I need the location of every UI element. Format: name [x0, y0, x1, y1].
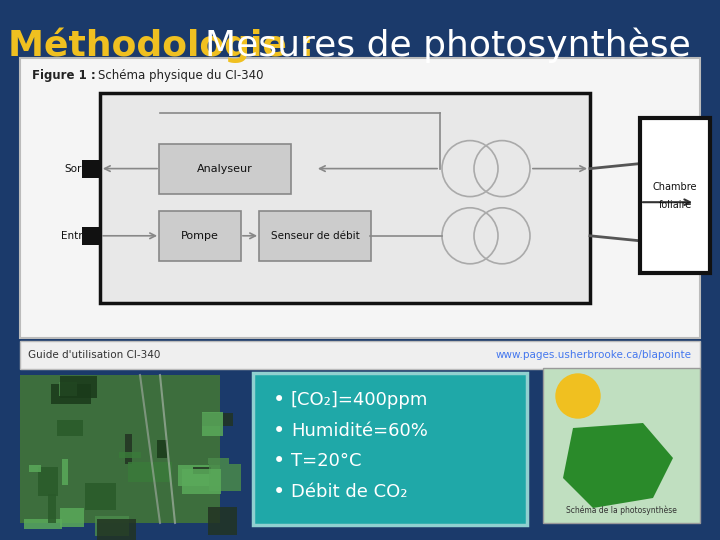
Text: Pompe: Pompe — [181, 231, 219, 241]
Bar — [202, 413, 233, 426]
Text: T=20°C: T=20°C — [291, 453, 361, 470]
Text: Chambre: Chambre — [653, 183, 697, 192]
Text: Guide d'utilisation CI-340: Guide d'utilisation CI-340 — [28, 350, 161, 360]
Bar — [62, 459, 68, 485]
Text: •: • — [273, 482, 285, 502]
Text: •: • — [273, 390, 285, 410]
Bar — [119, 453, 141, 458]
Bar — [543, 368, 700, 523]
Text: Entrée: Entrée — [61, 231, 95, 241]
Polygon shape — [563, 423, 673, 508]
Bar — [30, 465, 41, 471]
Bar — [209, 458, 229, 464]
Bar — [95, 516, 129, 536]
Bar — [20, 58, 700, 338]
Bar — [157, 440, 167, 457]
Bar — [85, 483, 115, 510]
Text: Méthodologie :: Méthodologie : — [8, 27, 326, 63]
Bar — [60, 376, 97, 399]
Bar — [181, 469, 222, 494]
Text: Débit de CO₂: Débit de CO₂ — [291, 483, 408, 501]
Text: Schéma de la photosynthèse: Schéma de la photosynthèse — [566, 505, 677, 515]
FancyBboxPatch shape — [259, 211, 371, 261]
Circle shape — [556, 374, 600, 418]
FancyBboxPatch shape — [253, 373, 527, 525]
Text: foliaire: foliaire — [658, 200, 692, 211]
Bar — [209, 464, 241, 491]
Text: Analyseur: Analyseur — [197, 164, 253, 173]
Bar — [59, 382, 77, 396]
Bar — [640, 118, 710, 273]
Text: Sortie: Sortie — [64, 164, 95, 173]
Text: www.pages.usherbrooke.ca/blapointe: www.pages.usherbrooke.ca/blapointe — [496, 350, 692, 360]
Bar — [96, 519, 135, 540]
Text: Senseur de débit: Senseur de débit — [271, 231, 359, 241]
Bar — [193, 467, 211, 474]
Bar — [48, 494, 56, 523]
Bar — [125, 434, 132, 463]
Bar — [82, 227, 100, 245]
Text: Schéma physique du CI-340: Schéma physique du CI-340 — [98, 70, 264, 83]
FancyBboxPatch shape — [159, 211, 241, 261]
Text: Figure 1 :: Figure 1 : — [32, 70, 96, 83]
Bar — [100, 93, 590, 303]
Bar — [20, 375, 220, 523]
Bar — [82, 160, 100, 178]
Bar — [20, 341, 700, 369]
Text: Humidité=60%: Humidité=60% — [291, 422, 428, 440]
Bar — [208, 508, 237, 536]
Bar — [51, 383, 91, 403]
Bar — [178, 465, 220, 486]
Bar — [202, 412, 223, 436]
Bar — [24, 518, 63, 529]
Text: [CO₂]=400ppm: [CO₂]=400ppm — [291, 390, 428, 409]
Text: •: • — [273, 451, 285, 471]
Text: Mesures de photosynthèse: Mesures de photosynthèse — [205, 27, 690, 63]
Text: •: • — [273, 421, 285, 441]
Bar — [38, 467, 58, 496]
Bar — [128, 462, 171, 482]
Bar — [60, 508, 84, 526]
FancyBboxPatch shape — [159, 144, 291, 194]
Bar — [57, 420, 83, 436]
